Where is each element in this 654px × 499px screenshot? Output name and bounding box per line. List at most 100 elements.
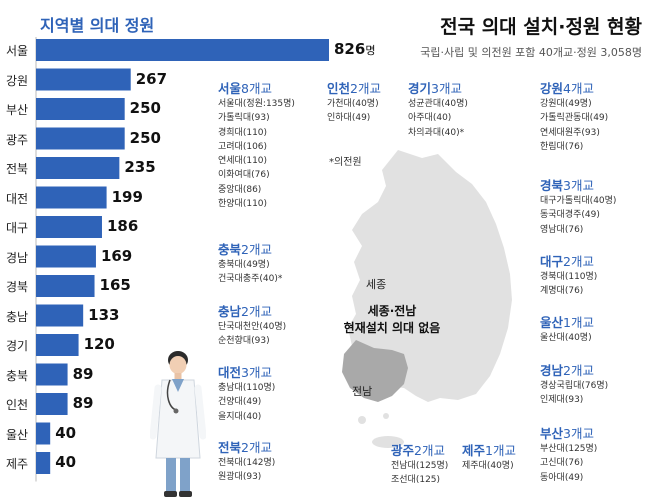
region-heading: 부산3개교 [540,426,594,441]
region-card-busan: 부산3개교 부산대(125명) 고신대(76) 동아대(49) [540,425,597,485]
region-card-chungnam: 충남2개교 단국대천안(40명) 순천향대(93) [218,303,286,349]
chart-title: 지역별 의대 정원 [40,16,155,35]
school-item: 가천대(40명) [327,99,379,109]
jeonnam-island [358,416,366,424]
school-item: 전북대(142명) [218,458,276,468]
value-label: 826명 [334,40,376,58]
note: *의전원 [329,157,362,168]
region-card-daejeon: 대전3개교 충남대(110명) 건양대(49) 을지대(40) [218,364,275,424]
region-card-jeonbuk: 전북2개교 전북대(142명) 원광대(93) [218,439,275,485]
school-item: 인하대(49) [327,113,371,124]
bar [36,98,125,120]
region-heading: 충남2개교 [218,304,272,319]
school-item: 전남대(125명) [391,461,449,471]
region-card-gyeonggi: 경기3개교 성균관대(40명) 아주대(40) 차의과대(40)* [408,80,468,140]
value-label: 169 [100,246,133,265]
value-label: 89 [72,364,94,383]
category-label: 부산 [6,103,29,117]
main-title: 전국 의대 설치·정원 현황 [440,16,642,38]
bar [36,39,329,61]
sejong-label: 세종 [366,278,387,291]
school-item: 이화여대(76) [218,170,270,181]
school-item: 계명대(76) [540,286,584,297]
category-label: 제주 [6,457,29,471]
region-heading: 제주1개교 [462,443,516,458]
school-item: 경상국립대(76명) [540,381,609,391]
value-label: 199 [111,187,143,206]
school-item: 연세대원주(93) [540,127,600,138]
school-item: 한림대(76) [540,141,584,152]
school-item: 동아대(49) [540,472,584,483]
value-label: 40 [55,453,77,471]
school-item: 서울대(정원:135명) [218,99,295,109]
school-item: 아주대(40) [408,113,452,124]
region-heading: 서울8개교 [218,81,272,96]
school-item: 부산대(125명) [540,444,598,454]
value-label: 120 [83,335,115,353]
region-card-jeju: 제주1개교 제주대(40명) [462,442,516,473]
region-card-daegu: 대구2개교 경북대(110명) 계명대(76) [540,253,597,299]
school-item: 충북대(49명) [218,260,270,270]
bar [36,393,68,415]
school-item: 영남대(76) [540,224,584,235]
bar [36,157,120,179]
jeonnam-region [342,340,408,402]
region-heading: 인천2개교 [327,81,381,96]
value-label: 186 [106,217,139,235]
value-label: 250 [129,128,161,147]
subtitle: 국립·사립 및 의전원 포함 40개교·정원 3,058명 [420,46,642,59]
school-item: 인제대(93) [540,395,584,406]
category-label: 경남 [6,250,29,265]
category-label: 경기 [6,339,29,353]
school-item: 성균관대(40명) [408,99,468,109]
region-card-gangwon: 강원4개교 강원대(49명) 가톨릭관동대(49) 연세대원주(93) 한림대(… [540,80,608,154]
school-item: 단국대천안(40명) [218,322,287,332]
bar [36,216,102,238]
category-label: 강원 [6,73,29,88]
jeonnam-island [383,413,389,419]
doctor-icon [150,351,206,497]
korea-land [348,150,512,402]
region-card-chungbuk: 충북2개교 충북대(49명) 건국대충주(40)* [218,241,282,287]
school-item: 가톨릭대(93) [218,113,270,124]
bar [36,127,125,150]
value-label: 165 [99,276,131,294]
value-label: 133 [88,305,120,324]
school-item: 연세대(110) [218,156,268,167]
bar [36,245,96,268]
bar [36,304,84,327]
region-card-ulsan: 울산1개교 울산대(40명) [540,314,594,345]
no-school-note: 세종·전남 현재설치 의대 없음 [322,303,462,337]
category-label: 인천 [6,398,29,412]
region-card-gwangju: 광주2개교 전남대(125명) 조선대(125) [391,442,448,488]
value-label: 40 [55,423,77,442]
school-item: 동국대경주(49) [540,210,600,221]
bar [36,452,51,474]
region-card-gyeongnam: 경남2개교 경상국립대(76명) 인제대(93) [540,362,608,408]
bar [36,68,131,91]
region-heading: 광주2개교 [391,443,445,458]
region-heading: 강원4개교 [540,81,594,96]
bar [36,186,107,209]
bar [36,334,79,356]
region-heading: 전북2개교 [218,440,272,455]
region-heading: 대전3개교 [218,365,272,380]
bar [36,275,95,297]
no-school-line1: 세종·전남 [367,304,417,318]
region-heading: 경북3개교 [540,178,594,193]
region-heading: 대구2개교 [540,254,594,269]
value-label: 235 [124,158,156,176]
bar [36,422,51,445]
region-heading: 경기3개교 [408,81,462,96]
school-item: 강원대(49명) [540,99,592,109]
school-item: 고신대(76) [540,458,584,469]
region-card-incheon: 인천2개교 가천대(40명) 인하대(49) [327,80,381,126]
value-label: 267 [135,69,168,88]
school-item: 중앙대(86) [218,184,262,195]
category-label: 충남 [6,309,29,324]
school-item: 건국대충주(40)* [218,274,283,285]
jeonnam-label: 전남 [352,385,373,398]
category-label: 서울 [6,44,29,58]
